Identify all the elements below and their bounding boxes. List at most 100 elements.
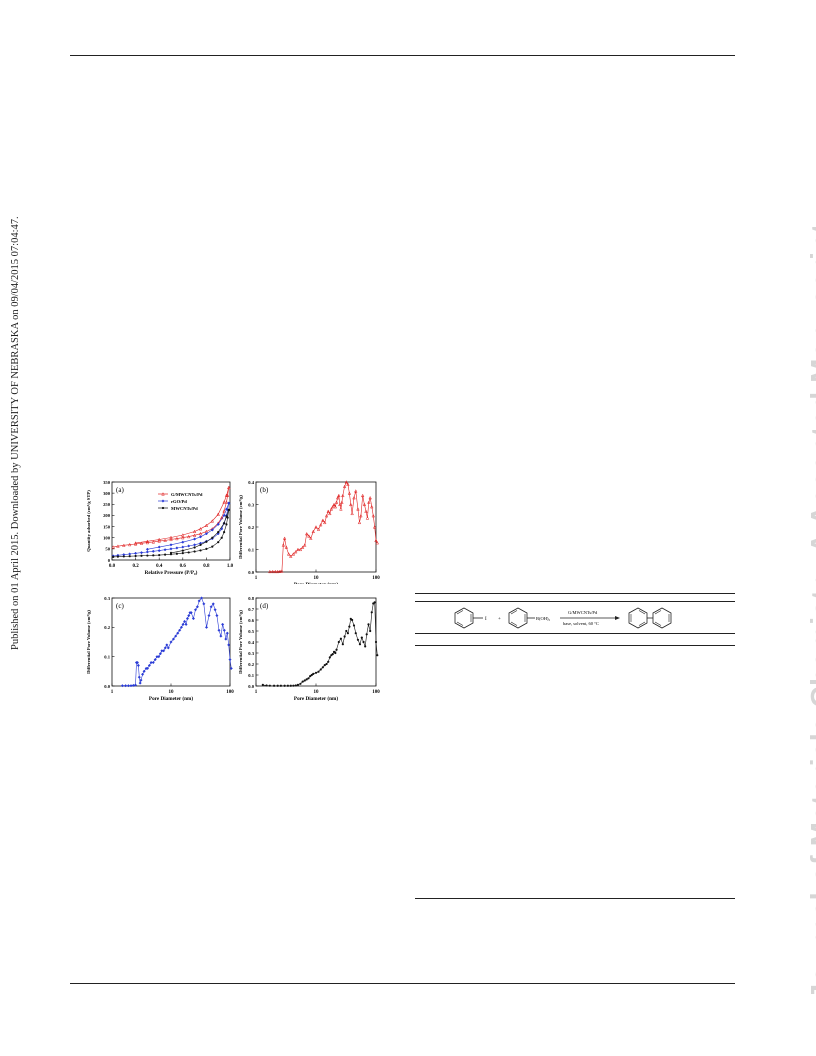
x-tick-label-b: 10 bbox=[314, 576, 320, 581]
data-point-c-0 bbox=[207, 614, 211, 618]
data-point-b-0 bbox=[374, 538, 378, 543]
data-point-d-0 bbox=[369, 629, 372, 633]
data-point-c-0 bbox=[141, 672, 145, 676]
data-point-a-0 bbox=[133, 542, 138, 546]
data-point-a-0 bbox=[116, 544, 120, 548]
data-point-b-0 bbox=[342, 484, 347, 489]
data-point-b-0 bbox=[341, 493, 345, 498]
data-point-b-0 bbox=[316, 527, 321, 531]
x-tick-label-a: 0.8 bbox=[203, 564, 210, 569]
x-tick-label-c: 10 bbox=[169, 690, 175, 695]
data-point-b-0 bbox=[311, 529, 315, 534]
data-point-b-0 bbox=[289, 554, 293, 558]
y-axis-label-a: Quantity adsorbed (cm³/g STP) bbox=[86, 490, 91, 552]
chart-d: (d) 1 10 100 0.0 0.1 0.2 0.3 0.4 0.5 0.6 0.7 0.8 Pore… bbox=[238, 596, 380, 702]
data-point-d-0 bbox=[339, 637, 342, 640]
data-point-a-1 bbox=[187, 544, 191, 548]
data-point-a-1 bbox=[216, 522, 220, 526]
data-point-c-0 bbox=[135, 660, 140, 665]
data-point-a-2 bbox=[181, 549, 184, 552]
footer-rule bbox=[70, 983, 735, 984]
data-point-c-0 bbox=[147, 663, 151, 668]
data-point-a-2 bbox=[122, 555, 125, 558]
data-point-a-1 bbox=[210, 528, 214, 532]
data-point-d-0 bbox=[328, 656, 331, 659]
data-point-b-0 bbox=[307, 534, 311, 538]
data-point-d-0 bbox=[283, 684, 286, 687]
data-point-a-1 bbox=[204, 532, 208, 536]
figure-panel-a: (a) 0.0 0.2 0.4 0.6 0.8 1.0 0 50 100 150 200 250 300 3… bbox=[76, 476, 236, 584]
y-tick-label-a: 0 bbox=[108, 558, 111, 563]
data-point-a-0 bbox=[181, 535, 185, 540]
legend-label-2: MWCNTs/Pd bbox=[171, 506, 198, 511]
data-point-b-0 bbox=[337, 493, 341, 498]
x-tick-label-c: 100 bbox=[226, 690, 234, 695]
data-point-d-0 bbox=[341, 643, 344, 646]
y-tick-label-a: 150 bbox=[103, 524, 111, 529]
y-tick-label-b: 0.4 bbox=[248, 480, 254, 485]
data-point-d-0 bbox=[367, 623, 370, 626]
data-point-b-0 bbox=[326, 509, 330, 513]
data-point-b-0 bbox=[372, 525, 377, 529]
data-point-b-0 bbox=[371, 513, 375, 518]
table-bottom-rule bbox=[415, 898, 735, 899]
panel-tag-b: (b) bbox=[260, 486, 269, 494]
data-point-b-0 bbox=[282, 536, 287, 540]
data-point-d-0 bbox=[354, 632, 357, 635]
data-point-b-0 bbox=[350, 511, 354, 516]
y-tick-label-d: 0.1 bbox=[248, 673, 254, 678]
data-point-c-0 bbox=[211, 602, 215, 606]
data-point-a-2 bbox=[169, 551, 173, 554]
data-point-a-2 bbox=[205, 547, 208, 550]
data-point-d-0 bbox=[294, 684, 297, 687]
data-point-b-0 bbox=[347, 491, 352, 495]
data-point-c-0 bbox=[209, 605, 213, 609]
plot-frame-a bbox=[111, 481, 231, 561]
y-tick-label-b: 0.1 bbox=[248, 547, 254, 552]
data-point-c-0 bbox=[200, 596, 204, 600]
reaction-scheme-svg: I + B(OH)₂ G/MWCNTs/Pd base, solvent, 60… bbox=[454, 607, 672, 629]
data-point-c-0 bbox=[158, 652, 162, 656]
data-point-a-1 bbox=[222, 513, 226, 518]
data-point-c-0 bbox=[151, 660, 155, 665]
data-point-a-0 bbox=[192, 533, 197, 537]
y-tick-label-b: 0.3 bbox=[248, 502, 254, 507]
data-point-a-2 bbox=[193, 546, 196, 549]
data-point-a-2 bbox=[187, 551, 190, 554]
series-a-2 bbox=[112, 508, 230, 558]
data-point-b-0 bbox=[273, 569, 278, 574]
data-point-c-0 bbox=[181, 622, 185, 626]
data-point-d-0 bbox=[351, 618, 354, 622]
data-point-d-0 bbox=[334, 651, 337, 655]
data-point-b-0 bbox=[367, 500, 371, 504]
data-point-c-0 bbox=[174, 634, 178, 638]
data-point-a-0 bbox=[222, 509, 226, 513]
y-tick-label-a: 200 bbox=[103, 513, 111, 518]
data-point-b-0 bbox=[346, 482, 350, 486]
data-point-d-0 bbox=[307, 677, 310, 680]
data-point-d-0 bbox=[296, 683, 300, 686]
data-point-a-0 bbox=[127, 542, 132, 547]
data-point-d-0 bbox=[314, 671, 318, 674]
data-point-c-0 bbox=[162, 649, 166, 653]
data-point-d-0 bbox=[370, 611, 373, 614]
panel-tag-c: (c) bbox=[116, 602, 124, 610]
data-point-d-0 bbox=[309, 675, 312, 678]
x-tick-label-a: 1.0 bbox=[227, 564, 234, 569]
data-point-a-1 bbox=[157, 545, 161, 549]
data-point-a-0 bbox=[186, 534, 191, 539]
data-point-a-2 bbox=[223, 522, 226, 525]
data-point-a-0 bbox=[151, 540, 156, 544]
data-point-b-0 bbox=[298, 547, 303, 552]
y-axis-label-b: Differential Pore Volume (cm³/g) bbox=[238, 495, 243, 559]
data-point-d-0 bbox=[312, 672, 315, 675]
data-point-b-0 bbox=[275, 569, 280, 574]
y-tick-label-d: 0.8 bbox=[248, 596, 254, 601]
data-point-d-0 bbox=[365, 633, 368, 636]
data-point-a-1 bbox=[169, 543, 173, 547]
data-point-d-0 bbox=[376, 654, 379, 657]
data-point-c-0 bbox=[202, 602, 206, 606]
y-tick-label-d: 0.5 bbox=[248, 629, 254, 634]
data-point-a-1 bbox=[181, 540, 185, 544]
data-point-b-0 bbox=[284, 545, 289, 549]
